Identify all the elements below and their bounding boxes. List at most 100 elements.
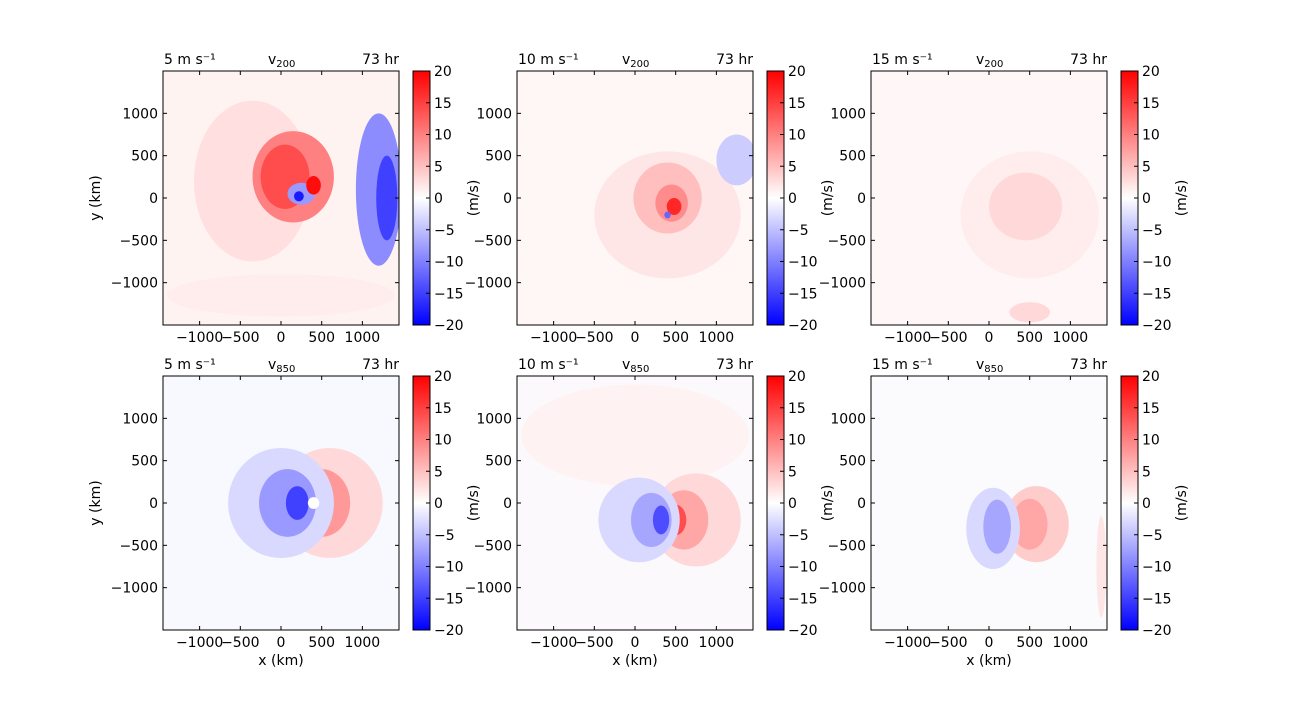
contour-region-6 [285, 486, 309, 520]
y-tick-label: 500 [485, 454, 512, 470]
y-tick-label: −1000 [819, 276, 866, 292]
heatmap-field [163, 376, 399, 630]
colorbar: 20 15 10 5 0 −5 −10 −15 −20 (m/s) [766, 64, 836, 334]
x-tick-label: 500 [1016, 330, 1043, 346]
colorbar-tick-label: 20 [434, 369, 452, 385]
colorbar-tick-label: −20 [434, 318, 464, 334]
x-tick-label: −500 [221, 330, 259, 346]
x-tick-label: −500 [929, 635, 967, 651]
panel-left-label: 10 m s⁻¹ [518, 52, 579, 68]
contour-region-5 [716, 134, 753, 186]
colorbar-tick-label: 5 [434, 464, 443, 480]
colorbar-tick-label: −15 [788, 286, 818, 302]
x-tick-label: 0 [277, 330, 286, 346]
contour-region-6 [664, 211, 671, 219]
colorbar-tick-label: 0 [434, 191, 443, 207]
y-tick-label: 500 [131, 149, 158, 165]
x-tick-label: 500 [1016, 635, 1043, 651]
colorbar-tick-label: 15 [788, 96, 806, 112]
contour-region-7 [307, 497, 320, 509]
panel-left-label: 15 m s⁻¹ [872, 357, 933, 373]
panel-right-label: 73 hr [362, 52, 399, 68]
panel-title: v200 [622, 52, 649, 70]
colorbar-tick-label: 20 [1142, 64, 1160, 80]
x-tick-label: −500 [221, 635, 259, 651]
colorbar-tick-label: 10 [788, 128, 806, 144]
colorbar-tick-label: 0 [1142, 191, 1151, 207]
colorbar-tick-label: −5 [1142, 223, 1163, 239]
colorbar-tick-label: −20 [1142, 318, 1172, 334]
y-tick-label: 1000 [830, 106, 866, 122]
y-tick-label: 1000 [122, 411, 158, 427]
x-tick-label: 1000 [699, 330, 735, 346]
y-tick-label: −1000 [111, 276, 158, 292]
x-axis-label: x (km) [966, 653, 1011, 669]
colorbar-label: (m/s) [820, 485, 836, 522]
colorbar-tick-label: 15 [434, 401, 452, 417]
colorbar-tick-label: −10 [1142, 255, 1172, 271]
colorbar: 20 15 10 5 0 −5 −10 −15 −20 (m/s) [412, 64, 482, 334]
x-tick-label: −500 [929, 330, 967, 346]
x-tick-label: 1000 [345, 635, 381, 651]
colorbar-tick-label: 10 [434, 128, 452, 144]
panel-left-label: 5 m s⁻¹ [164, 52, 216, 68]
colorbar: 20 15 10 5 0 −5 −10 −15 −20 (m/s) [1120, 369, 1190, 639]
y-tick-label: 500 [485, 149, 512, 165]
contour-region-5 [1096, 515, 1107, 618]
colorbar-tick-label: −15 [1142, 286, 1172, 302]
heatmap-field [517, 376, 753, 630]
colorbar-tick-label: −15 [434, 591, 464, 607]
contour-region-7 [652, 505, 670, 535]
contour-region-2 [1011, 498, 1048, 550]
colorbar-tick-label: −20 [788, 318, 818, 334]
y-tick-label: 500 [131, 454, 158, 470]
colorbar-tick-label: 15 [434, 96, 452, 112]
panel-right-label: 73 hr [1070, 52, 1107, 68]
y-tick-label: −1000 [111, 581, 158, 597]
colorbar-label: (m/s) [1174, 180, 1190, 217]
colorbar-tick-label: 5 [1142, 464, 1151, 480]
colorbar-label: (m/s) [466, 485, 482, 522]
colorbar-tick-label: 5 [788, 159, 797, 175]
y-tick-label: −500 [474, 538, 512, 554]
y-tick-label: −1000 [465, 276, 512, 292]
colorbar-tick-label: 20 [434, 64, 452, 80]
colorbar-tick-label: 0 [434, 496, 443, 512]
y-axis-label: y (km) [88, 480, 104, 525]
colorbar-tick-label: −15 [1142, 591, 1172, 607]
panel-right-label: 73 hr [362, 357, 399, 373]
contour-region-5 [376, 155, 398, 241]
colorbar-tick-label: 10 [1142, 128, 1160, 144]
heatmap-field [871, 376, 1107, 630]
x-tick-label: −1000 [530, 635, 577, 651]
y-tick-label: 0 [503, 191, 512, 207]
colorbar-tick-label: −20 [434, 623, 464, 639]
colorbar-tick-label: 10 [1142, 433, 1160, 449]
colorbar-tick-label: −10 [434, 560, 464, 576]
heatmap-field [517, 71, 753, 325]
colorbar-tick-label: −5 [434, 223, 455, 239]
colorbar-tick-label: −5 [788, 528, 809, 544]
x-tick-label: 1000 [699, 635, 735, 651]
y-tick-label: −500 [828, 538, 866, 554]
colorbar-tick-label: 20 [788, 64, 806, 80]
contour-region-4 [983, 499, 1011, 554]
x-axis-label: x (km) [258, 653, 303, 669]
colorbar-tick-label: −5 [788, 223, 809, 239]
y-tick-label: −500 [828, 233, 866, 249]
colorbar-tick-label: −10 [788, 255, 818, 271]
panel-left-label: 10 m s⁻¹ [518, 357, 579, 373]
colorbar-tick-label: 5 [788, 464, 797, 480]
contour-region-4 [666, 198, 682, 215]
y-tick-label: 0 [857, 496, 866, 512]
heatmap-field [163, 71, 399, 325]
x-tick-label: 0 [631, 330, 640, 346]
colorbar-tick-label: −20 [788, 623, 818, 639]
y-tick-label: 0 [857, 191, 866, 207]
colorbar-tick-label: 5 [1142, 159, 1151, 175]
colorbar: 20 15 10 5 0 −5 −10 −15 −20 (m/s) [412, 369, 482, 639]
